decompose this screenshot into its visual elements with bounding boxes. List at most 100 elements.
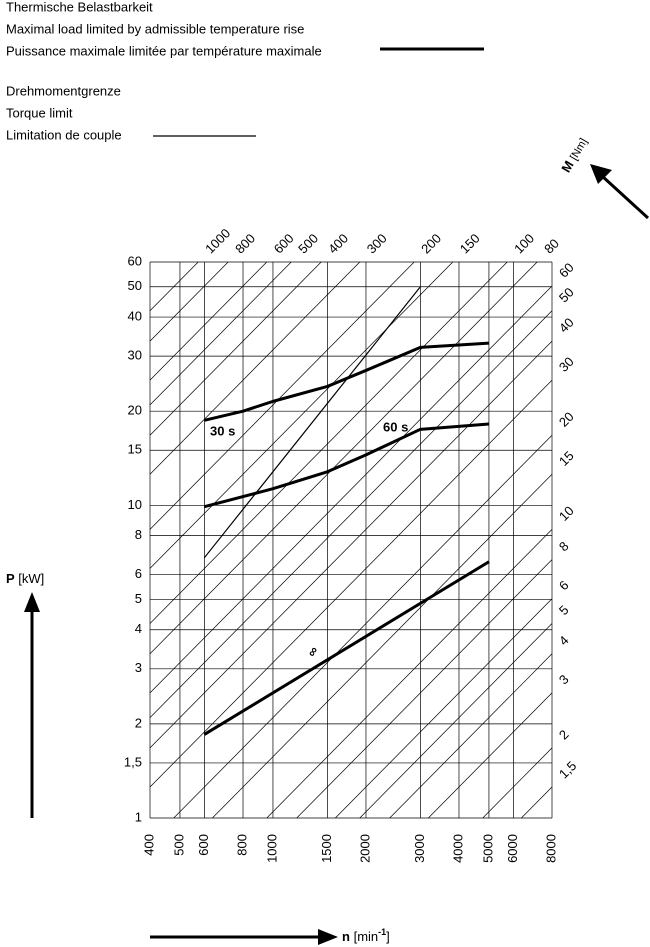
torque-line (212, 474, 553, 819)
legend-text: Drehmomentgrenze (6, 83, 121, 98)
legend-text: Torque limit (6, 105, 73, 120)
x-tick-label: 400 (141, 834, 156, 856)
torque-line (521, 786, 553, 819)
torque-label: 5 (556, 602, 572, 618)
torque-label: 300 (364, 231, 390, 257)
x-tick-label: 6000 (505, 834, 520, 863)
legend-text: Maximal load limited by admissible tempe… (6, 21, 304, 36)
x-tick-label: 8000 (543, 834, 558, 863)
y-tick-label: 4 (135, 621, 142, 636)
legend-text: Puissance maximale limitée par températu… (6, 43, 322, 58)
torque-line (173, 434, 553, 819)
torque-label: 15 (556, 448, 577, 469)
curve (204, 422, 490, 509)
torque-line (149, 261, 508, 624)
curve (204, 341, 490, 422)
torque-label: 100 (511, 231, 537, 257)
y-tick-label: 5 (135, 591, 142, 606)
torque-label: 2 (556, 727, 572, 743)
x-tick-label: 1000 (264, 834, 279, 863)
torque-line (266, 529, 553, 819)
curve-label: 30 s (210, 423, 235, 438)
x-tick-label: 1500 (319, 834, 334, 863)
x-tick-label: 500 (171, 834, 186, 856)
torque-label: 800 (232, 231, 258, 257)
torque-label: 20 (556, 409, 577, 430)
curve (203, 560, 490, 736)
y-tick-label: 60 (128, 253, 142, 268)
m-axis-label: M [Nm] (559, 135, 591, 175)
torque-line (335, 598, 553, 819)
torque-label: 40 (556, 315, 577, 336)
torque-line (149, 261, 415, 530)
curve (203, 286, 421, 559)
torque-line (359, 623, 553, 819)
x-tick-label: 600 (196, 834, 211, 856)
torque-line (149, 261, 268, 381)
torque-label: 6 (556, 578, 572, 594)
y-tick-label: 20 (128, 403, 142, 418)
torque-line (149, 261, 229, 342)
x-tick-label: 2000 (357, 834, 372, 863)
y-tick-label: 40 (128, 308, 142, 323)
x-exponent: -1 (378, 927, 386, 937)
torque-line (149, 340, 553, 749)
curve-label: ∞ (304, 644, 322, 660)
y-tick-label: 2 (135, 715, 142, 730)
torque-label: 80 (541, 236, 562, 257)
x-tick-label: 5000 (480, 834, 495, 863)
torque-label: 4 (556, 633, 572, 649)
torque-line (149, 285, 553, 694)
torque-label: 500 (295, 231, 321, 257)
torque-line (149, 261, 538, 655)
torque-line (149, 261, 322, 436)
torque-label: 150 (457, 231, 483, 257)
torque-line (296, 559, 553, 819)
x-close: ] (386, 929, 390, 944)
y-tick-label: 8 (135, 527, 142, 542)
torque-label: 600 (271, 231, 297, 257)
x-unit: [min (354, 929, 379, 944)
torque-label: 10 (556, 503, 577, 524)
torque-label: 3 (556, 672, 572, 688)
x-tick-label: 4000 (450, 834, 465, 863)
legend-text: Limitation de couple (6, 127, 122, 142)
x-arrow-head (318, 929, 338, 945)
y-arrow-head (24, 592, 40, 612)
torque-label: 30 (556, 354, 577, 375)
torque-line (149, 261, 199, 312)
torque-label: 400 (325, 231, 351, 257)
y-tick-label: 50 (128, 278, 142, 293)
torque-line (149, 261, 361, 475)
x-axis-label: n [min-1] (342, 927, 390, 944)
torque-line (389, 653, 553, 819)
m-arrow-head (590, 164, 612, 184)
legend-text: Thermische Belastbarkeit (6, 0, 153, 14)
torque-line (482, 747, 553, 819)
y-axis-label: P [kW] (6, 571, 44, 586)
torque-label: 1,5 (556, 758, 579, 781)
torque-line (149, 261, 292, 406)
y-tick-label: 15 (128, 442, 142, 457)
y-tick-label: 6 (135, 566, 142, 581)
torque-label: 60 (556, 260, 577, 281)
y-tick-label: 1,5 (124, 754, 142, 769)
torque-label: 1000 (202, 225, 233, 256)
torque-line (149, 261, 454, 569)
x-symbol: n (342, 929, 350, 944)
y-unit: [kW] (18, 571, 44, 586)
x-tick-label: 3000 (412, 834, 427, 863)
m-arrow (600, 174, 650, 220)
curve-label: 60 s (383, 419, 408, 434)
y-tick-label: 3 (135, 660, 142, 675)
y-symbol: P (6, 571, 15, 586)
torque-line (149, 379, 553, 788)
y-tick-label: 1 (135, 809, 142, 824)
y-tick-label: 10 (128, 497, 142, 512)
torque-label: 200 (418, 231, 444, 257)
x-tick-label: 800 (234, 834, 249, 856)
m-unit: [Nm] (568, 136, 590, 162)
y-tick-label: 30 (128, 348, 142, 363)
